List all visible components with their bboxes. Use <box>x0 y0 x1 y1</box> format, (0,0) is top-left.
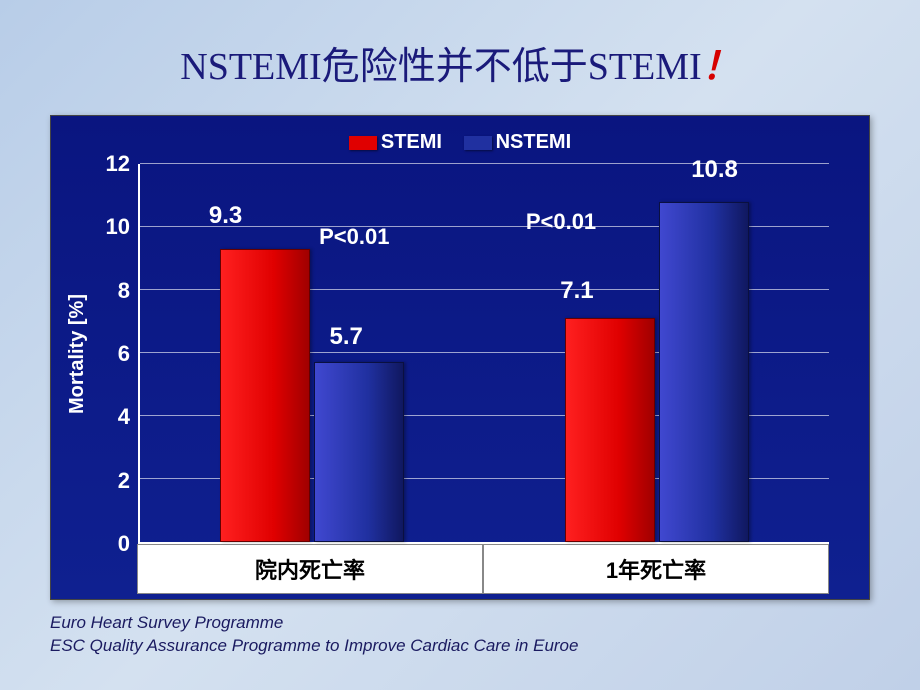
y-axis-ticks: 0 2 4 6 8 10 12 <box>94 164 138 544</box>
ytick-4: 4 <box>118 404 130 430</box>
page-title: NSTEMI危险性并不低于STEMI！ <box>0 0 920 115</box>
chart-legend: STEMI NSTEMI <box>61 126 859 164</box>
ytick-2: 2 <box>118 468 130 494</box>
value-label-g0-b1: 5.7 <box>329 323 362 351</box>
bar-group-0: 9.3 5.7 P<0.01 <box>140 164 485 542</box>
legend-label-stemi: STEMI <box>381 131 442 153</box>
plot-area: 9.3 5.7 P<0.01 7.1 10.8 P<0.01 <box>138 164 829 544</box>
source-line-1: Euro Heart Survey Programme <box>50 612 870 635</box>
bar-nstemi-group0 <box>314 362 404 542</box>
legend-swatch-nstemi <box>464 136 492 150</box>
bars-container: 9.3 5.7 P<0.01 7.1 10.8 P<0.01 <box>140 164 829 542</box>
ytick-8: 8 <box>118 278 130 304</box>
x-label-1: 1年死亡率 <box>483 544 829 594</box>
legend-swatch-stemi <box>349 136 377 150</box>
title-text: NSTEMI危险性并不低于STEMI <box>180 46 701 88</box>
x-label-0: 院内死亡率 <box>137 544 483 594</box>
ytick-10: 10 <box>106 214 130 240</box>
value-label-g1-b0: 7.1 <box>560 277 593 305</box>
source-citation: Euro Heart Survey Programme ESC Quality … <box>50 612 870 658</box>
title-exclaim: ！ <box>702 46 740 88</box>
bar-stemi-group1 <box>565 318 655 542</box>
chart-container: STEMI NSTEMI Mortality [%] 0 2 4 6 8 10 … <box>50 115 870 600</box>
legend-label-nstemi: NSTEMI <box>496 131 572 153</box>
ytick-0: 0 <box>118 531 130 557</box>
value-label-g1-b1: 10.8 <box>691 156 738 184</box>
source-line-2: ESC Quality Assurance Programme to Impro… <box>50 635 870 658</box>
plot-area-wrap: Mortality [%] 0 2 4 6 8 10 12 9.3 5.7 <box>61 164 859 544</box>
bar-nstemi-group1 <box>659 202 749 542</box>
bar-stemi-group0 <box>220 249 310 542</box>
x-axis: 院内死亡率 1年死亡率 <box>137 544 829 594</box>
value-label-g0-b0: 9.3 <box>209 202 242 230</box>
ytick-12: 12 <box>106 151 130 177</box>
legend-item-nstemi: NSTEMI <box>464 131 572 153</box>
p-label-0: P<0.01 <box>319 224 389 250</box>
p-label-1: P<0.01 <box>526 209 596 235</box>
y-axis-label: Mortality [%] <box>61 164 94 544</box>
legend-item-stemi: STEMI <box>349 131 448 153</box>
bar-group-1: 7.1 10.8 P<0.01 <box>485 164 830 542</box>
ytick-6: 6 <box>118 341 130 367</box>
